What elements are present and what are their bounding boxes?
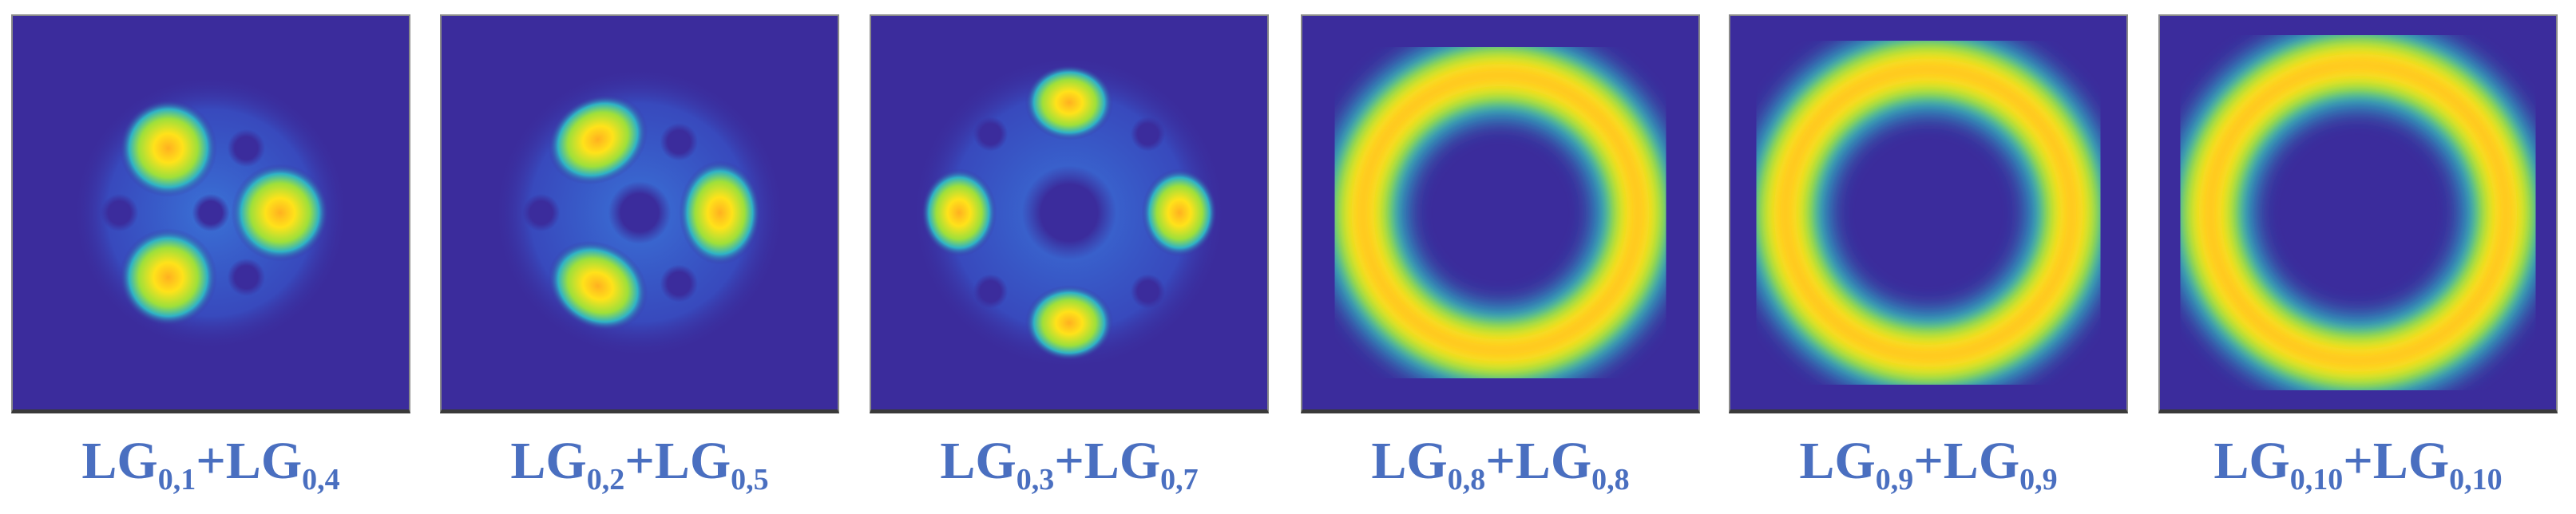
intensity-image-5 bbox=[1742, 26, 2115, 400]
intensity-image-4 bbox=[1319, 31, 1682, 394]
caption-5: LG0,9+LG0,9 bbox=[1799, 432, 2058, 496]
intensity-image-1 bbox=[73, 74, 349, 351]
caption-6: LG0,10+LG0,10 bbox=[2213, 432, 2503, 496]
caption-4: LG0,8+LG0,8 bbox=[1371, 432, 1630, 496]
intensity-image-6 bbox=[2166, 21, 2550, 405]
beam-panel-6 bbox=[2158, 14, 2558, 413]
beam-panel-1 bbox=[11, 14, 410, 413]
beam-panel-5 bbox=[1729, 14, 2128, 413]
beam-panel-2 bbox=[440, 14, 839, 413]
caption-1: LG0,1+LG0,4 bbox=[81, 432, 340, 496]
intensity-image-2 bbox=[493, 67, 786, 358]
beam-panel-3 bbox=[870, 14, 1269, 413]
intensity-image-3 bbox=[911, 55, 1227, 370]
caption-2: LG0,2+LG0,5 bbox=[510, 432, 769, 496]
beam-panel-4 bbox=[1301, 14, 1700, 413]
caption-3: LG0,3+LG0,7 bbox=[940, 432, 1199, 496]
